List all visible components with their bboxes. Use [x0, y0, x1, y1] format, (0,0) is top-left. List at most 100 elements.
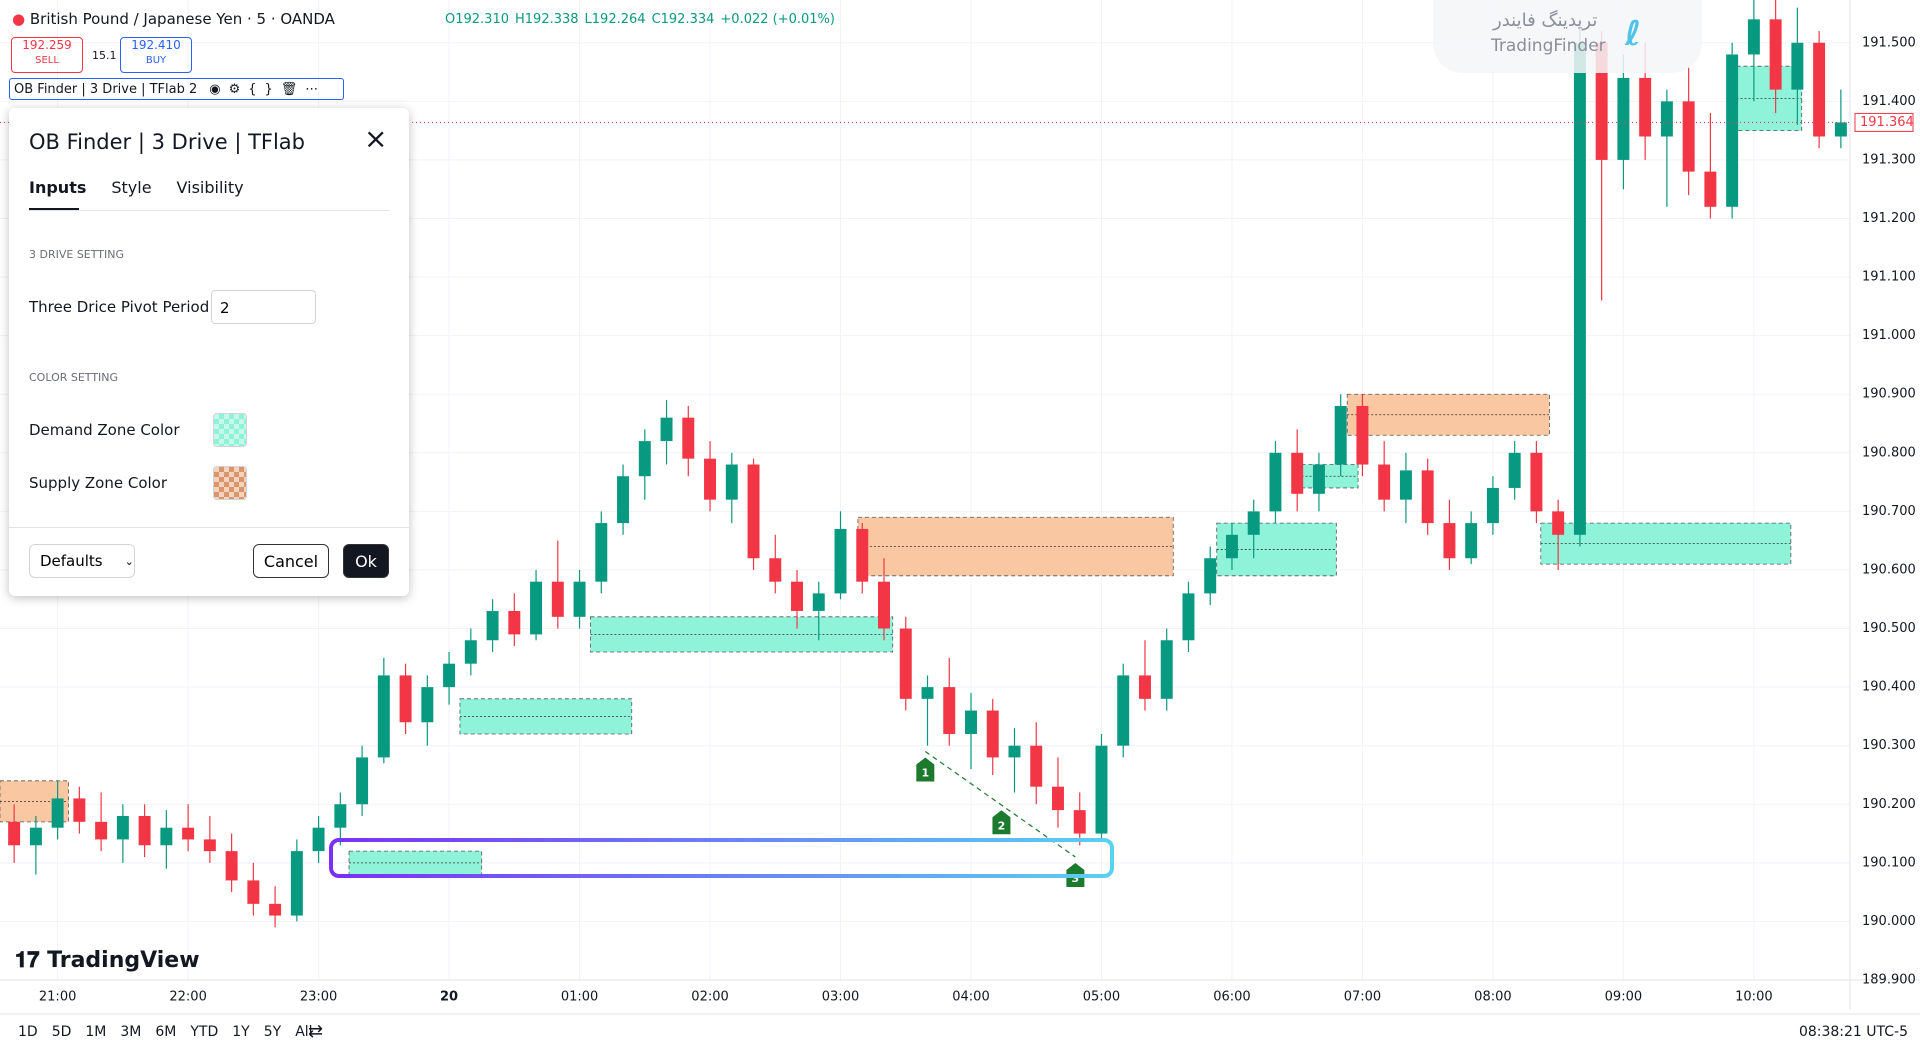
candle-body — [1552, 511, 1565, 535]
x-tick-label: 23:00 — [300, 990, 337, 1005]
candle-body — [812, 593, 825, 611]
candle-body — [464, 640, 477, 664]
watermark-en: TradingFinder — [1491, 36, 1606, 56]
x-tick-label: 10:00 — [1735, 990, 1772, 1005]
candle-body — [1247, 511, 1260, 535]
candle-body — [551, 581, 564, 617]
x-tick-label: 22:00 — [169, 990, 206, 1005]
candle-body — [1421, 470, 1434, 524]
y-tick-label: 189.900 — [1862, 973, 1916, 988]
date-range-icon[interactable]: ⇄ — [308, 1021, 324, 1042]
candle-body — [638, 441, 651, 477]
supply-color-swatch[interactable] — [213, 466, 247, 500]
x-tick-label: 20 — [440, 990, 458, 1005]
range-button[interactable]: 3M — [120, 1024, 142, 1040]
cancel-button[interactable]: Cancel — [253, 544, 329, 578]
watermark: تریدینگ فایندر TradingFinder ℓ — [1433, 0, 1702, 73]
candle-body — [1791, 42, 1804, 90]
candle-body — [1595, 42, 1608, 160]
candle-body — [1008, 745, 1021, 758]
range-button[interactable]: 5D — [51, 1024, 72, 1040]
sell-price: 192.259 — [22, 38, 72, 52]
indicator-name: OB Finder | 3 Drive | TFlab 2 — [14, 82, 198, 97]
y-tick-label: 191.200 — [1862, 211, 1916, 226]
x-tick-label: 05:00 — [1083, 990, 1120, 1005]
candle-body — [116, 815, 129, 840]
range-button[interactable]: All — [295, 1024, 313, 1040]
candle-body — [356, 757, 369, 805]
candle-body — [1726, 54, 1739, 207]
indicator-legend[interactable]: OB Finder | 3 Drive | TFlab 2 ◉⚙{}🗑⋯ — [9, 78, 344, 100]
range-button[interactable]: YTD — [190, 1024, 219, 1040]
candle-body — [1813, 42, 1826, 137]
candle-body — [269, 903, 282, 916]
y-tick-label: 190.400 — [1862, 680, 1916, 695]
buy-button[interactable]: 192.410 BUY — [120, 37, 192, 73]
y-tick-label: 190.000 — [1862, 914, 1916, 929]
range-button[interactable]: 1M — [85, 1024, 107, 1040]
candle-body — [1704, 171, 1717, 207]
candle-body — [247, 880, 260, 904]
candle-body — [595, 523, 608, 582]
tab[interactable]: Inputs — [29, 178, 87, 197]
close-button[interactable]: × — [364, 122, 388, 155]
section-title: COLOR SETTING — [29, 371, 119, 384]
y-tick-label: 191.300 — [1862, 152, 1916, 167]
symbol[interactable]: ● British Pound / Japanese Yen · 5 · OAN… — [12, 10, 335, 28]
candle-body — [834, 528, 847, 594]
tab[interactable]: Visibility — [176, 178, 244, 197]
drive-label: 3 — [1072, 872, 1080, 885]
x-tick-label: 21:00 — [39, 990, 76, 1005]
watermark-logo: ℓ — [1625, 14, 1642, 54]
candle-body — [1378, 464, 1391, 500]
field-label: Supply Zone Color — [29, 474, 168, 492]
field-label: Three Drice Pivot Period — [29, 298, 210, 316]
range-button[interactable]: 1D — [18, 1024, 38, 1040]
ok-button[interactable]: Ok — [343, 544, 389, 578]
candle-body — [791, 581, 804, 611]
candle-body — [660, 417, 673, 442]
pivot-input[interactable]: 2 — [211, 290, 316, 324]
drive-label: 1 — [921, 767, 929, 780]
defaults-dropdown[interactable]: Defaults ⌄ — [29, 544, 135, 578]
candle-body — [617, 476, 630, 524]
logo-text: TradingView — [47, 948, 200, 973]
drive-line — [924, 751, 1076, 858]
x-tick-label: 08:00 — [1474, 990, 1511, 1005]
tab[interactable]: Style — [111, 178, 152, 197]
candle-body — [1486, 487, 1499, 524]
ohlc-value: H192.338 — [515, 12, 579, 27]
candle-body — [1573, 42, 1586, 535]
candle-body — [421, 687, 434, 723]
candle-body — [1312, 464, 1325, 494]
candle-body — [1747, 19, 1760, 55]
candle-body — [1530, 452, 1543, 512]
ohlc: O192.310 H192.338 L192.264 C192.334 +0.022 (… — [445, 12, 835, 27]
y-tick-label: 190.200 — [1862, 797, 1916, 812]
sell-button[interactable]: 192.259 SELL — [11, 37, 83, 73]
candle-body — [225, 851, 238, 881]
range-button[interactable]: 1Y — [232, 1024, 250, 1040]
demand-color-swatch[interactable] — [213, 413, 247, 447]
candle-body — [290, 851, 303, 916]
sell-label: SELL — [35, 55, 59, 66]
candle-body — [1443, 523, 1456, 559]
highlight-box — [329, 838, 1114, 878]
spread: 15.1 — [92, 49, 117, 62]
section-title: 3 DRIVE SETTING — [29, 248, 124, 261]
last-price-label: 191.364 — [1860, 115, 1914, 130]
range-toolbar: 1D 5D 1M 3M 6M YTD 1Y 5Y All — [18, 1024, 313, 1040]
settings-dialog: OB Finder | 3 Drive | TFlab × Inputs Styl… — [9, 108, 409, 596]
zone — [348, 850, 483, 875]
range-button[interactable]: 5Y — [263, 1024, 282, 1040]
x-tick-label: 01:00 — [561, 990, 598, 1005]
candle-body — [8, 821, 21, 846]
buy-label: BUY — [145, 55, 167, 66]
candle-body — [1508, 452, 1521, 488]
candle-body — [986, 710, 999, 758]
range-button[interactable]: 6M — [155, 1024, 177, 1040]
candle-body — [1834, 122, 1847, 137]
y-tick-label: 191.500 — [1862, 35, 1916, 50]
candle-body — [95, 821, 108, 840]
